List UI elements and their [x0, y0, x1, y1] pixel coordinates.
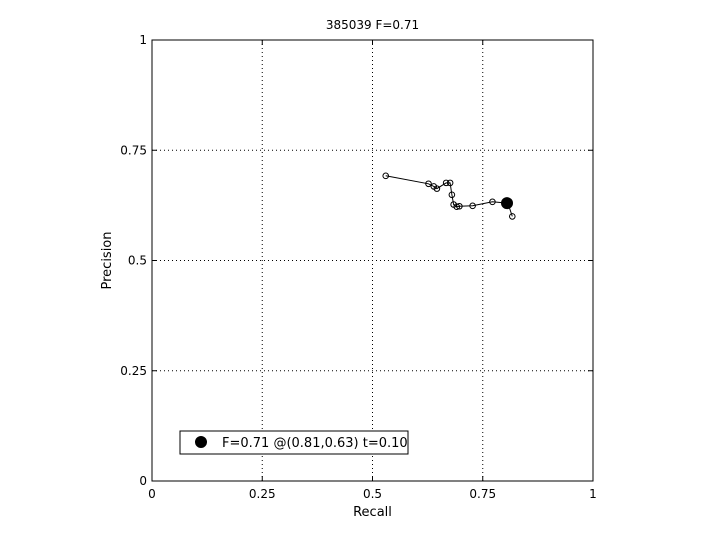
best-f-point: [501, 197, 514, 210]
x-tick-label: 0: [148, 487, 156, 501]
data-point: [442, 179, 450, 187]
y-tick-label: 0.75: [120, 143, 147, 157]
grid-lines: [152, 40, 593, 481]
legend-marker: [195, 436, 207, 448]
data-point: [469, 202, 476, 210]
legend-box: [179, 430, 409, 455]
y-tick-label: 0: [139, 474, 147, 488]
legend-entry: F=0.71 @(0.81,0.63) t=0.10: [222, 436, 408, 451]
y-tick-label: 1: [139, 33, 147, 47]
data-point: [508, 213, 516, 220]
y-tick-label: 0.5: [128, 254, 147, 268]
y-tick-label: 0.25: [120, 364, 147, 378]
data-point: [448, 191, 456, 199]
x-tick-label: 0.5: [363, 487, 382, 501]
x-tick-label: 1: [589, 487, 597, 501]
data-point: [446, 179, 454, 187]
data-point: [425, 180, 432, 188]
x-tick-label: 0.75: [469, 487, 496, 501]
axis-ticks: 0 0.25 0.5 0.75 1 0 0.25 0.5 0.75 1: [120, 33, 597, 501]
y-axis-label: Precision: [100, 231, 115, 289]
x-tick-label: 0.25: [249, 487, 276, 501]
x-axis-label: Recall: [353, 505, 392, 520]
data-point: [453, 203, 461, 210]
data-point: [456, 202, 463, 210]
series-group: [382, 172, 516, 220]
data-point: [433, 185, 441, 192]
data-point: [382, 172, 390, 180]
chart-title: 385039 F=0.71: [326, 18, 419, 32]
legend: F=0.71 @(0.81,0.63) t=0.10: [179, 430, 409, 455]
data-point: [489, 198, 496, 206]
